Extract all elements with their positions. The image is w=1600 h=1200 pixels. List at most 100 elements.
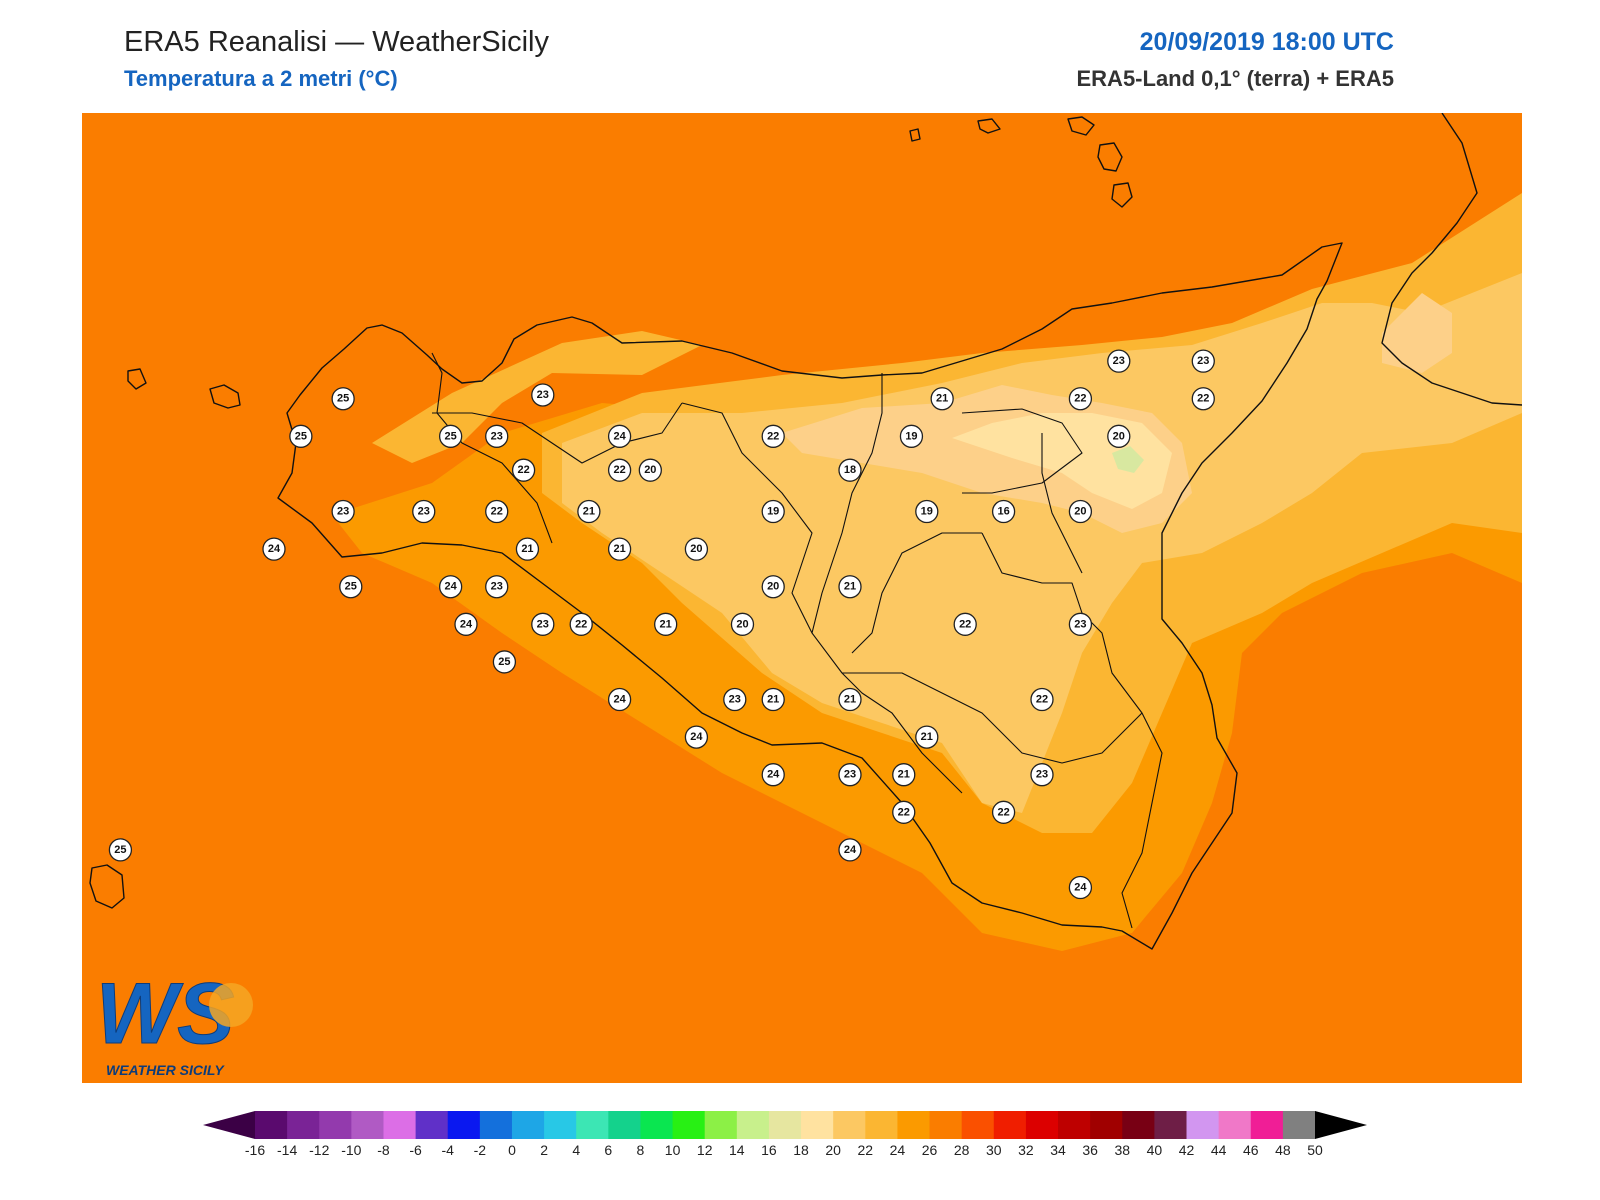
colorbar-tick-label: -12 — [309, 1142, 329, 1158]
station-marker — [838, 763, 862, 787]
colorbar-cell — [640, 1111, 674, 1139]
station-17: 18 — [838, 458, 862, 482]
station-marker — [638, 458, 662, 482]
station-marker — [892, 763, 916, 787]
station-value: 21 — [844, 581, 856, 593]
station-43: 24 — [607, 687, 632, 712]
station-marker — [1068, 612, 1093, 636]
colorbar-tick-label: 30 — [986, 1142, 1002, 1158]
colorbar-tick-label: 38 — [1114, 1142, 1130, 1158]
band-16-core — [1112, 446, 1144, 473]
colorbar-under-arrow — [203, 1111, 255, 1139]
station-50: 24 — [761, 763, 785, 787]
station-marker — [761, 499, 785, 524]
station-marker — [991, 800, 1016, 824]
station-marker — [838, 575, 862, 599]
colorbar-tick-label: 24 — [890, 1142, 906, 1158]
station-value: 20 — [1074, 506, 1086, 518]
station-value: 24 — [690, 731, 703, 743]
station-value: 20 — [736, 618, 748, 630]
station-marker — [684, 725, 709, 749]
station-0: 25 — [331, 387, 355, 411]
station-28: 21 — [607, 537, 632, 561]
station-34: 21 — [838, 575, 862, 599]
colorbar-tick-label: -6 — [409, 1142, 422, 1158]
station-36: 23 — [531, 612, 555, 636]
salina — [1067, 116, 1095, 136]
station-2: 25 — [289, 424, 313, 448]
station-value: 23 — [844, 769, 856, 781]
station-16: 20 — [1107, 424, 1131, 448]
station-marker — [1068, 387, 1093, 411]
station-marker — [1107, 349, 1131, 373]
colorbar-cell — [255, 1111, 288, 1139]
coastline-sicily — [277, 242, 1343, 950]
station-51: 23 — [838, 763, 862, 787]
station-marker — [1030, 763, 1054, 787]
station-marker — [915, 725, 939, 749]
station-marker — [761, 424, 785, 448]
station-value: 23 — [729, 694, 741, 706]
temperature-map[interactable]: 25 23 25 25 23 24 22 22 20 22 21 22 23 23 22 19 20 18 23 23… — [82, 113, 1522, 1083]
pantelleria — [89, 864, 125, 909]
colorbar-tick-label: 2 — [540, 1142, 548, 1158]
colorbar-cell — [383, 1111, 417, 1139]
egadi-favignana — [209, 384, 241, 409]
station-value: 23 — [1036, 769, 1048, 781]
station-49: 21 — [915, 725, 939, 749]
colorbar-tick-label: 46 — [1243, 1142, 1259, 1158]
station-30: 25 — [339, 575, 363, 599]
station-marker — [577, 499, 601, 524]
station-value: 24 — [445, 581, 458, 593]
station-value: 22 — [898, 806, 910, 818]
map-subtitle: Temperatura a 2 metri (°C) — [124, 66, 398, 91]
station-marker — [899, 424, 924, 448]
colorbar-cell — [929, 1111, 963, 1139]
station-44: 23 — [723, 687, 747, 712]
station-marker — [438, 424, 463, 448]
station-value: 22 — [1074, 393, 1086, 405]
station-value: 25 — [337, 393, 349, 405]
colorbar-tick-label: 36 — [1082, 1142, 1098, 1158]
station-marker — [953, 612, 977, 636]
colorbar-cell — [544, 1111, 577, 1139]
station-value: 22 — [575, 618, 587, 630]
colorbar-cell — [608, 1111, 641, 1139]
station-marker — [412, 499, 436, 524]
station-value: 19 — [905, 430, 917, 442]
station-18: 23 — [331, 499, 355, 524]
colorbar-cell — [833, 1111, 866, 1139]
station-value: 23 — [537, 618, 549, 630]
station-marker — [1191, 387, 1215, 411]
station-marker — [607, 424, 632, 448]
station-21: 21 — [577, 499, 601, 524]
station-marker — [331, 499, 355, 524]
colorbar-cell — [576, 1111, 609, 1139]
station-marker — [730, 612, 755, 636]
station-marker — [838, 838, 862, 862]
station-marker — [331, 387, 355, 411]
station-25: 20 — [1068, 499, 1093, 524]
station-value: 21 — [767, 694, 779, 706]
station-47: 22 — [1030, 687, 1054, 712]
colorbar-cell — [865, 1111, 898, 1139]
station-value: 19 — [921, 506, 933, 518]
station-31: 24 — [438, 575, 463, 599]
station-38: 21 — [654, 612, 678, 636]
colorbar-cell — [736, 1111, 770, 1139]
station-value: 24 — [1074, 881, 1087, 893]
station-13: 23 — [1191, 349, 1215, 373]
colorbar-tick-label: -14 — [277, 1142, 297, 1158]
station-value: 22 — [767, 430, 779, 442]
station-5: 24 — [607, 424, 632, 448]
station-4: 23 — [485, 424, 509, 448]
colorbar-tick-label: 40 — [1147, 1142, 1163, 1158]
station-marker — [569, 612, 593, 636]
colorbar-tick-label: 42 — [1179, 1142, 1195, 1158]
station-value: 23 — [1197, 355, 1209, 367]
colorbar-cell — [351, 1111, 384, 1139]
station-value: 20 — [767, 581, 779, 593]
station-value: 24 — [613, 430, 626, 442]
station-6: 22 — [511, 458, 536, 482]
vulcano — [1111, 182, 1133, 208]
